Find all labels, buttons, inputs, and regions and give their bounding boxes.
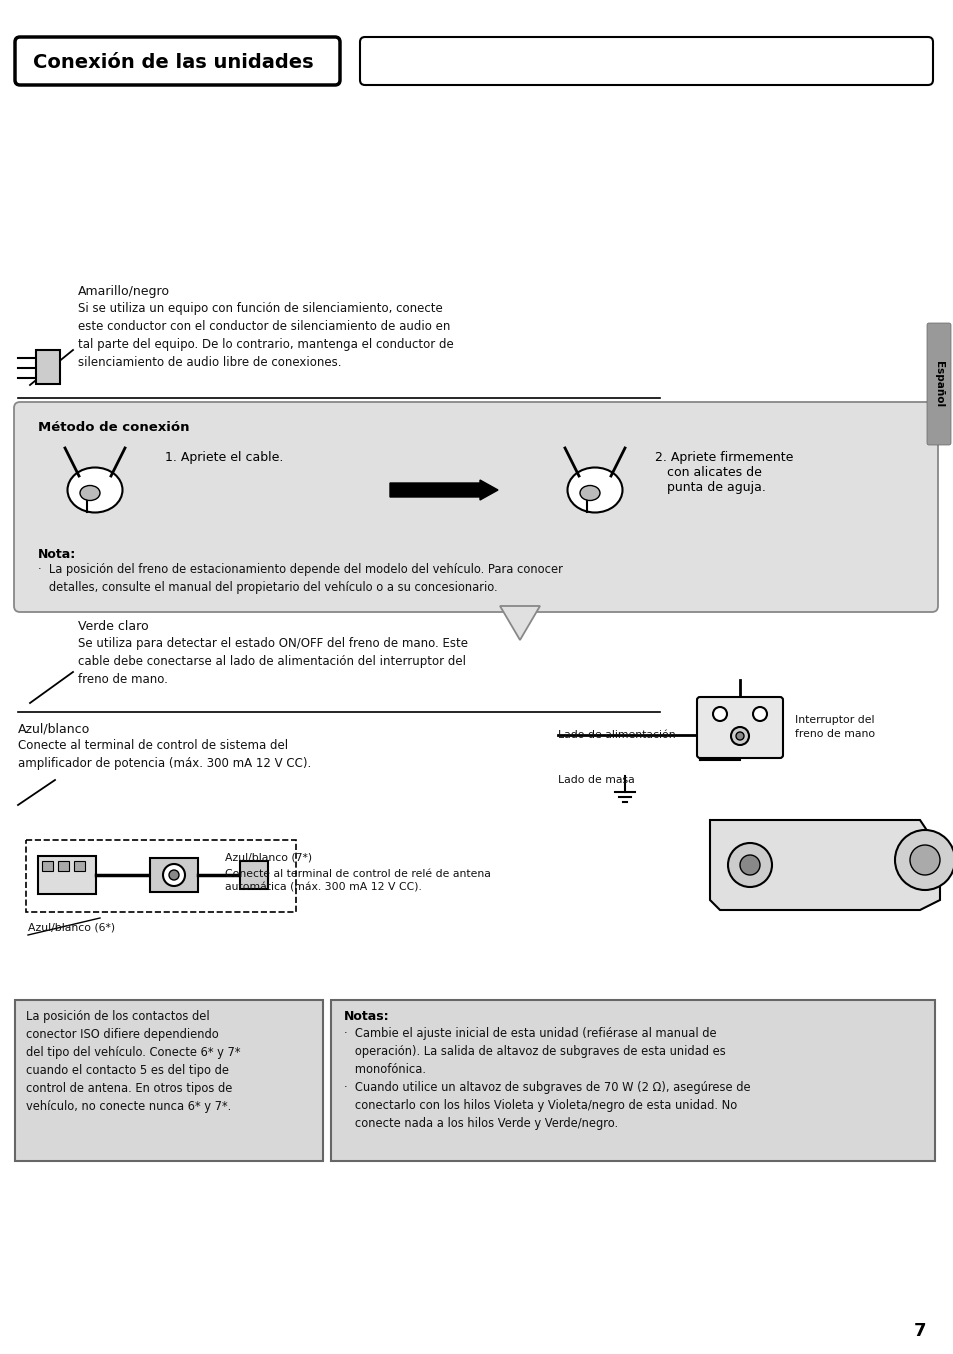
Ellipse shape (579, 486, 599, 501)
Bar (150, 858, 198, 892)
Ellipse shape (68, 467, 122, 513)
Text: Conexión de las unidades: Conexión de las unidades (33, 53, 314, 72)
Text: ·  La posición del freno de estacionamiento depende del modelo del vehículo. Par: · La posición del freno de estacionamien… (38, 563, 562, 594)
FancyBboxPatch shape (359, 37, 932, 85)
Circle shape (735, 733, 743, 741)
Polygon shape (499, 607, 539, 640)
FancyBboxPatch shape (15, 1001, 323, 1160)
FancyBboxPatch shape (14, 402, 937, 612)
FancyBboxPatch shape (26, 839, 295, 913)
Text: Azul/blanco: Azul/blanco (18, 722, 91, 735)
Text: Conecte al terminal de control de relé de antena
automática (máx. 300 mA 12 V CC: Conecte al terminal de control de relé d… (225, 869, 491, 894)
Bar (38, 856, 96, 894)
Text: Nota:: Nota: (38, 548, 76, 561)
Ellipse shape (567, 467, 622, 513)
Bar (42, 861, 53, 871)
Text: Español: Español (933, 362, 943, 408)
Text: Amarillo/negro: Amarillo/negro (78, 284, 170, 298)
Circle shape (909, 845, 939, 875)
Text: 2. Apriete firmemente
   con alicates de
   punta de aguja.: 2. Apriete firmemente con alicates de pu… (655, 451, 793, 494)
Circle shape (163, 864, 185, 886)
FancyArrow shape (390, 481, 497, 500)
Circle shape (730, 727, 748, 745)
Bar (74, 861, 85, 871)
Text: Azul/blanco (7*): Azul/blanco (7*) (225, 853, 312, 862)
Polygon shape (709, 821, 939, 910)
Text: Azul/blanco (6*): Azul/blanco (6*) (28, 922, 115, 932)
FancyBboxPatch shape (926, 324, 950, 445)
Text: ·  Cambie el ajuste inicial de esta unidad (refiérase al manual de
   operación): · Cambie el ajuste inicial de esta unida… (344, 1026, 750, 1131)
Text: Lado de masa: Lado de masa (558, 774, 634, 785)
Text: 1. Apriete el cable.: 1. Apriete el cable. (165, 451, 283, 464)
Text: Verde claro: Verde claro (78, 620, 149, 634)
Text: Interruptor del
freno de mano: Interruptor del freno de mano (794, 715, 874, 739)
Circle shape (169, 871, 179, 880)
Circle shape (712, 707, 726, 720)
Text: Lado de alimentación: Lado de alimentación (558, 730, 675, 741)
Bar (58, 861, 69, 871)
Text: La posición de los contactos del
conector ISO difiere dependiendo
del tipo del v: La posición de los contactos del conecto… (26, 1010, 240, 1113)
Text: Se utiliza para detectar el estado ON/OFF del freno de mano. Este
cable debe con: Se utiliza para detectar el estado ON/OF… (78, 636, 468, 686)
Text: Notas:: Notas: (344, 1010, 389, 1024)
Circle shape (740, 854, 760, 875)
FancyBboxPatch shape (331, 1001, 934, 1160)
Circle shape (727, 844, 771, 887)
Bar (36, 349, 60, 385)
Text: Conecte al terminal de control de sistema del
amplificador de potencia (máx. 300: Conecte al terminal de control de sistem… (18, 739, 311, 770)
FancyBboxPatch shape (15, 37, 339, 85)
Text: 7: 7 (913, 1322, 925, 1340)
Circle shape (894, 830, 953, 890)
Bar (240, 861, 268, 890)
Text: Si se utiliza un equipo con función de silenciamiento, conecte
este conductor co: Si se utiliza un equipo con función de s… (78, 302, 454, 370)
Text: Método de conexión: Método de conexión (38, 421, 190, 435)
Circle shape (752, 707, 766, 720)
FancyBboxPatch shape (697, 697, 782, 758)
Ellipse shape (80, 486, 100, 501)
